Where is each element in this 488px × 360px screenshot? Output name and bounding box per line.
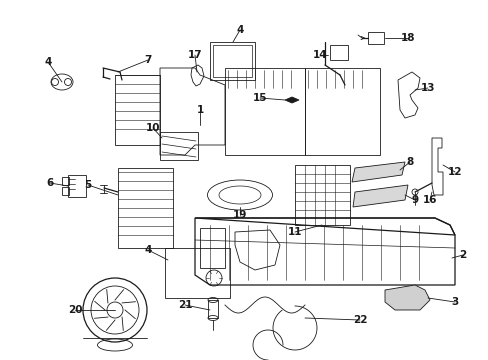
Text: 9: 9 bbox=[410, 195, 418, 205]
Text: 19: 19 bbox=[232, 210, 246, 220]
Text: 15: 15 bbox=[252, 93, 267, 103]
Text: 14: 14 bbox=[312, 50, 326, 60]
Polygon shape bbox=[351, 162, 404, 182]
Bar bbox=[118, 168, 173, 248]
Bar bbox=[115, 75, 160, 145]
Bar bbox=[305, 68, 379, 155]
Bar bbox=[200, 228, 224, 268]
Text: 11: 11 bbox=[287, 227, 302, 237]
Bar bbox=[294, 165, 349, 225]
Text: 10: 10 bbox=[145, 123, 160, 133]
Text: 7: 7 bbox=[144, 55, 151, 65]
Bar bbox=[68, 175, 86, 197]
Text: 12: 12 bbox=[447, 167, 461, 177]
Text: 21: 21 bbox=[177, 300, 192, 310]
Polygon shape bbox=[352, 185, 407, 207]
Text: 8: 8 bbox=[406, 157, 413, 167]
Text: 16: 16 bbox=[422, 195, 436, 205]
Polygon shape bbox=[285, 97, 298, 103]
Bar bbox=[160, 132, 198, 160]
Bar bbox=[213, 45, 251, 77]
Text: 17: 17 bbox=[187, 50, 202, 60]
Text: 20: 20 bbox=[68, 305, 82, 315]
Text: 1: 1 bbox=[196, 105, 203, 115]
Text: 2: 2 bbox=[458, 250, 466, 260]
Text: 4: 4 bbox=[44, 57, 52, 67]
Text: 4: 4 bbox=[236, 25, 243, 35]
Text: 5: 5 bbox=[84, 180, 91, 190]
Bar bbox=[62, 177, 69, 185]
Bar bbox=[209, 42, 254, 80]
Text: 18: 18 bbox=[400, 33, 414, 43]
Text: 3: 3 bbox=[450, 297, 458, 307]
Bar bbox=[329, 45, 347, 60]
Bar bbox=[207, 300, 218, 318]
Text: 6: 6 bbox=[46, 178, 54, 188]
Polygon shape bbox=[384, 285, 429, 310]
Bar bbox=[224, 68, 305, 155]
Bar bbox=[164, 248, 229, 298]
Bar bbox=[62, 187, 69, 195]
Text: 4: 4 bbox=[144, 245, 151, 255]
Bar bbox=[367, 32, 383, 44]
Text: 13: 13 bbox=[420, 83, 434, 93]
Text: 22: 22 bbox=[352, 315, 366, 325]
